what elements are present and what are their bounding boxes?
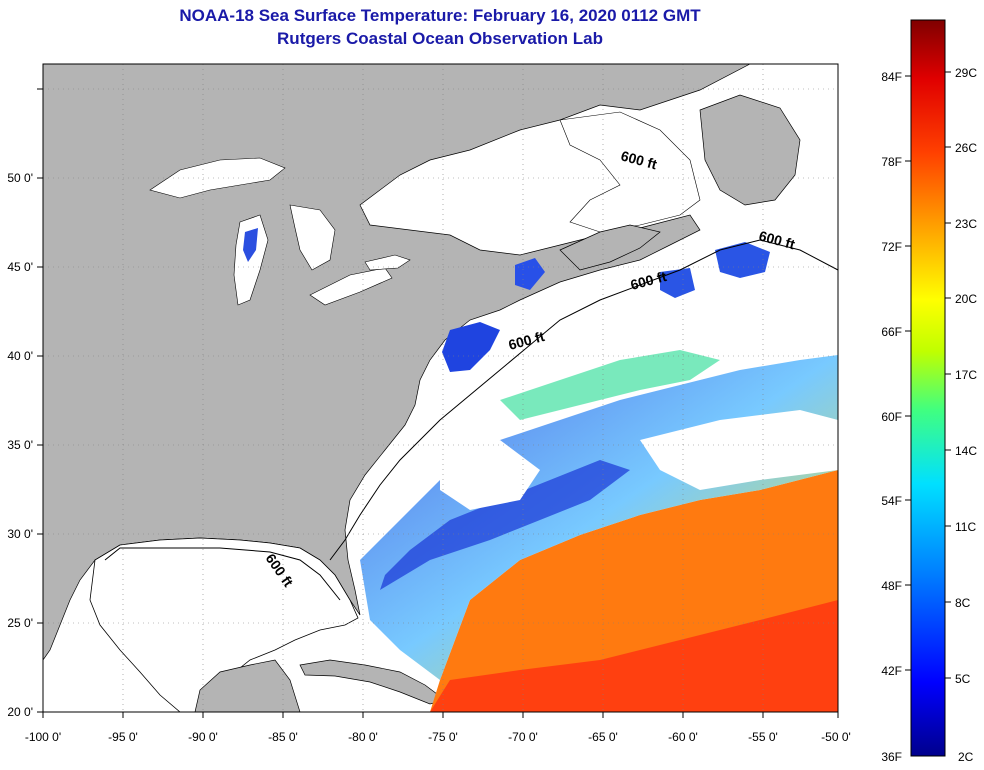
fahrenheit-label: 48F [881,579,902,593]
lon-label: -95 0' [108,730,138,744]
lon-label: -55 0' [748,730,778,744]
celsius-label: 29C [955,66,977,80]
fahrenheit-label: 42F [881,664,902,678]
celsius-label: 26C [955,141,977,155]
gulf-of-mexico [89,537,359,712]
plot-frame [42,63,839,713]
lon-label: -75 0' [428,730,458,744]
lake-huron [289,204,336,271]
colorbar-fahrenheit-labels: 84F 78F 72F 66F 60F 54F 48F 42F 36F [881,70,902,764]
celsius-label: 8C [955,596,971,610]
celsius-label: 17C [955,368,977,382]
celsius-label: 11C [955,520,976,534]
fahrenheit-label: 84F [881,70,902,84]
lake-ontario [364,254,411,271]
fahrenheit-label: 60F [881,410,902,424]
caribbean-warm [430,600,838,712]
fahrenheit-label: 36F [881,750,902,764]
celsius-label: 2C [958,750,974,764]
fahrenheit-label: 54F [881,494,902,508]
lon-label: -65 0' [588,730,618,744]
scotian-shelf-cold [660,268,695,298]
lon-label: -60 0' [668,730,698,744]
axis-ticks [37,88,839,718]
shelf-water-maine [515,258,545,290]
lat-label: 50 0' [7,171,33,185]
lon-label: -50 0' [821,730,851,744]
celsius-label: 20C [955,292,977,306]
green-patches [500,350,720,420]
lat-label: 30 0' [7,527,33,541]
cloud-patch-1 [440,440,540,510]
lon-label: -90 0' [188,730,218,744]
lake-michigan [233,214,269,306]
lat-label: 40 0' [7,349,33,363]
lat-label: 35 0' [7,438,33,452]
yucatan-land [194,659,301,712]
colorbar-celsius-labels: 29C 26C 23C 20C 17C 14C 11C 8C 5C 2C [955,66,977,764]
lat-label: 20 0' [7,705,33,719]
cloud-patch-2 [640,410,838,490]
lake-superior [149,157,286,199]
lake-erie [309,267,393,306]
graticule [43,64,838,712]
celsius-label: 23C [955,217,977,231]
grand-banks-cold [715,242,770,278]
fahrenheit-label: 66F [881,325,902,339]
longitude-labels: -100 0' -95 0' -90 0' -85 0' -80 0' -75 … [25,730,851,744]
celsius-label: 14C [955,444,977,458]
lon-label: -70 0' [508,730,538,744]
blue-cold-band [380,460,630,590]
lat-label: 25 0' [7,616,33,630]
colorbar-ticks [905,71,951,679]
map-subtitle: Rutgers Coastal Ocean Observation Lab [277,29,603,48]
celsius-label: 5C [955,672,971,686]
newfoundland-land [699,94,801,206]
fahrenheit-label: 78F [881,155,902,169]
lon-label: -80 0' [348,730,378,744]
colorbar [910,19,946,757]
shelf-water-new-england [442,322,500,372]
cloud-patch-3 [700,280,838,355]
fahrenheit-label: 72F [881,240,902,254]
lake-michigan-cold [243,228,258,262]
nova-scotia-land [559,224,661,271]
lon-label: -85 0' [268,730,298,744]
latitude-labels: 20 0' 25 0' 30 0' 35 0' 40 0' 45 0' 50 0… [7,171,33,719]
contour-line [329,239,838,561]
lat-label: 45 0' [7,260,33,274]
map-title: NOAA-18 Sea Surface Temperature: Februar… [179,6,701,25]
contour-line-gulf [104,547,341,601]
lon-label: -100 0' [25,730,61,744]
